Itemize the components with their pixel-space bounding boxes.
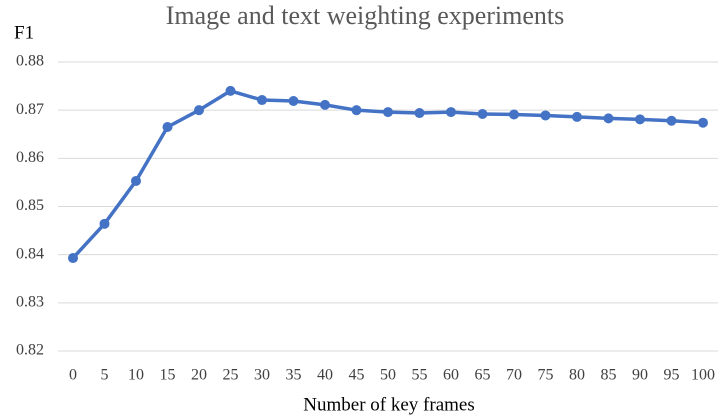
x-tick-label: 70 bbox=[506, 367, 522, 384]
x-tick-label: 40 bbox=[317, 367, 333, 384]
x-tick-label: 85 bbox=[601, 367, 617, 384]
x-tick-label: 95 bbox=[664, 367, 680, 384]
data-point bbox=[603, 113, 614, 124]
chart-title: Image and text weighting experiments bbox=[166, 1, 565, 30]
y-tick-label: 0.82 bbox=[16, 342, 44, 359]
x-axis-title: Number of key frames bbox=[303, 394, 474, 415]
x-tick-label: 10 bbox=[128, 367, 144, 384]
data-point bbox=[320, 99, 330, 110]
data-point bbox=[635, 114, 645, 125]
y-tick-label: 0.87 bbox=[16, 101, 44, 118]
x-tick-label: 65 bbox=[475, 367, 491, 384]
x-tick-label: 15 bbox=[160, 367, 176, 384]
data-point bbox=[68, 253, 78, 264]
data-point bbox=[257, 95, 267, 106]
data-point bbox=[572, 111, 582, 122]
data-point bbox=[509, 109, 519, 120]
y-axis-title: F1 bbox=[14, 22, 34, 43]
data-point bbox=[162, 122, 173, 133]
y-tick-label: 0.84 bbox=[16, 245, 44, 262]
data-point bbox=[131, 175, 141, 186]
x-tick-label: 80 bbox=[569, 367, 585, 384]
x-tick-label: 35 bbox=[286, 367, 302, 384]
data-point bbox=[414, 108, 425, 119]
y-tick-label: 0.83 bbox=[16, 294, 44, 311]
x-tick-label: 20 bbox=[191, 367, 207, 384]
data-point bbox=[225, 85, 236, 96]
data-point bbox=[194, 105, 204, 116]
data-point bbox=[698, 117, 708, 128]
x-tick-label: 90 bbox=[632, 367, 648, 384]
x-tick-label: 5 bbox=[101, 367, 109, 384]
x-tick-label: 50 bbox=[380, 367, 396, 384]
data-point bbox=[351, 105, 362, 116]
x-tick-label: 0 bbox=[69, 367, 77, 384]
y-tick-label: 0.88 bbox=[16, 53, 44, 70]
data-point bbox=[288, 96, 299, 107]
x-tick-label: 60 bbox=[443, 367, 459, 384]
x-tick-label: 25 bbox=[223, 367, 239, 384]
data-point bbox=[666, 115, 677, 126]
x-tick-label: 45 bbox=[349, 367, 365, 384]
y-tick-label: 0.86 bbox=[16, 149, 44, 166]
data-point bbox=[383, 107, 393, 118]
data-point bbox=[477, 109, 488, 120]
x-tick-label: 100 bbox=[691, 367, 715, 384]
x-tick-label: 30 bbox=[254, 367, 270, 384]
data-point bbox=[446, 107, 456, 118]
data-point bbox=[99, 218, 110, 229]
data-point bbox=[540, 110, 551, 121]
x-tick-label: 55 bbox=[412, 367, 428, 384]
x-tick-label: 75 bbox=[538, 367, 554, 384]
y-tick-label: 0.85 bbox=[16, 197, 44, 214]
